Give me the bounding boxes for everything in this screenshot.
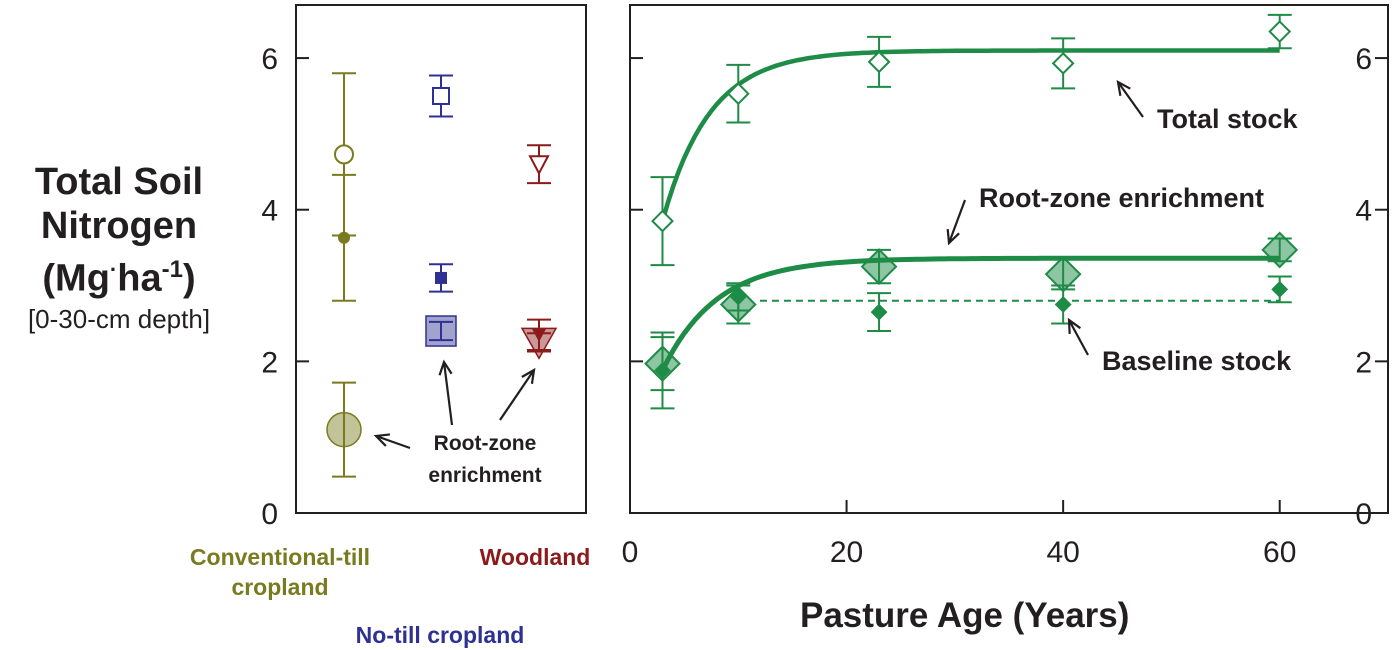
unit-exponent: -1 xyxy=(161,256,183,283)
y-axis-title: Total Soil Nitrogen (Mg·ha-1) [0-30-cm d… xyxy=(0,160,238,337)
root-marker-4 xyxy=(1261,231,1299,269)
no-till-label: No-till cropland xyxy=(355,622,525,648)
unit-open: (Mg xyxy=(42,257,110,300)
left-arrow-notill xyxy=(442,361,454,426)
total-marker-1 xyxy=(726,82,750,106)
baseline-marker-4 xyxy=(1271,280,1289,298)
arrow-total-stock-head xyxy=(1116,79,1131,96)
arrow-root-zone-head xyxy=(946,228,960,246)
woodland-label: Woodland xyxy=(479,544,591,570)
arrow-baseline-stock xyxy=(1068,319,1089,356)
right-ytick-label-6: 6 xyxy=(1355,43,1372,76)
left-ytick-label-2: 2 xyxy=(261,346,278,379)
woodland-total-marker xyxy=(528,155,550,176)
root-marker-3 xyxy=(1044,255,1082,293)
conventional-baseline-marker xyxy=(338,231,350,244)
unit-ha: ha xyxy=(117,257,162,300)
unit-close: ) xyxy=(182,257,196,300)
right-ytick-label-4: 4 xyxy=(1355,195,1372,228)
conventional-till-label: Conventional-till cropland xyxy=(120,542,440,602)
left-annotation-line1: Root-zone xyxy=(433,432,537,455)
left-arrow-conventional-head xyxy=(373,433,391,447)
left-annotation: Root-zone enrichment xyxy=(400,428,570,492)
arrow-total-stock xyxy=(1117,81,1144,118)
left-ytick-label-6: 6 xyxy=(261,43,278,76)
baseline-marker-3 xyxy=(1054,296,1072,313)
total-marker-4 xyxy=(1268,20,1292,43)
left-ytick-label-4: 4 xyxy=(261,195,278,228)
right-ytick-label-2: 2 xyxy=(1355,346,1372,379)
y-title-line1: Total Soil xyxy=(34,161,204,203)
conventional-root-marker xyxy=(326,411,362,448)
baseline-marker-0 xyxy=(654,362,671,379)
root-zone-fit-curve xyxy=(660,255,1280,372)
y-title-line2: Nitrogen xyxy=(40,205,198,247)
y-title-depth: [0-30-cm depth] xyxy=(27,303,211,334)
root-zone-label: Root-zone enrichment xyxy=(979,183,1265,213)
total-stock-label: Total stock xyxy=(1157,104,1298,134)
total-marker-2 xyxy=(867,50,891,74)
baseline-marker-2 xyxy=(870,303,888,321)
conventional-total-marker xyxy=(334,144,354,165)
right-plot-frame xyxy=(629,4,1389,514)
notill-root-marker xyxy=(425,315,457,347)
xtick-label-60: 60 xyxy=(1263,536,1296,569)
root-marker-2 xyxy=(860,248,898,285)
notill-total-marker xyxy=(432,86,450,105)
conventional-label-line1: Conventional-till xyxy=(189,544,371,570)
arrow-baseline-stock-head xyxy=(1067,317,1082,335)
left-arrow-notill-head xyxy=(438,359,453,376)
left-arrow-conventional xyxy=(375,434,411,450)
arrow-root-zone xyxy=(947,199,967,244)
xtick-label-40: 40 xyxy=(1046,536,1079,569)
total-stock-fit-curve xyxy=(660,48,1280,222)
left-arrow-woodland xyxy=(499,369,535,421)
left-arrow-woodland-head xyxy=(521,367,536,385)
woodland-root-marker xyxy=(520,327,558,360)
xtick-label-20: 20 xyxy=(830,536,863,569)
unit-dot: · xyxy=(109,257,118,282)
right-ytick-label-0: 0 xyxy=(1355,498,1372,531)
x-axis-title: Pasture Age (Years) xyxy=(800,596,1130,635)
baseline-stock-label: Baseline stock xyxy=(1102,346,1292,376)
y-title-unit: (Mg·ha-1) xyxy=(0,248,238,301)
left-ytick-label-0: 0 xyxy=(261,498,278,531)
xtick-label-0: 0 xyxy=(622,536,639,569)
left-annotation-line2: enrichment xyxy=(428,464,542,487)
baseline-marker-1 xyxy=(729,288,747,306)
total-marker-3 xyxy=(1051,51,1075,75)
left-panel: 0 2 4 6 xyxy=(261,4,587,531)
conventional-label-line2: cropland xyxy=(231,574,329,600)
total-marker-0 xyxy=(651,209,674,233)
notill-baseline-marker xyxy=(435,271,447,284)
left-plot-frame xyxy=(295,4,587,514)
